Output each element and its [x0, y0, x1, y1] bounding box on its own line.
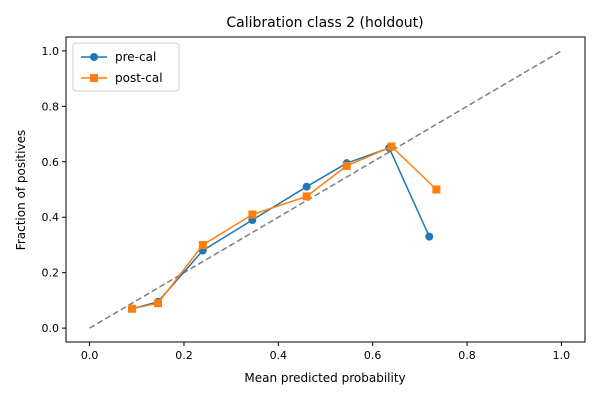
x-tick-label: 1.0	[553, 349, 571, 362]
y-axis-label: Fraction of positives	[14, 130, 28, 250]
y-tick-label: 0.2	[42, 267, 60, 280]
y-tick-label: 0.0	[42, 322, 60, 335]
x-tick-label: 0.8	[458, 349, 476, 362]
legend-box	[72, 42, 180, 92]
x-tick-label: 0.2	[175, 349, 193, 362]
data-point-post-cal	[387, 142, 396, 151]
legend-label-post-cal: post-cal	[115, 71, 163, 85]
data-point-post-cal	[302, 192, 311, 201]
x-tick-label: 0.4	[270, 349, 288, 362]
legend-marker-post-cal	[90, 74, 98, 82]
y-tick-label: 0.8	[42, 100, 60, 113]
legend-marker-pre-cal	[90, 53, 98, 61]
y-tick-label: 0.6	[42, 156, 60, 169]
y-tick-label: 0.4	[42, 211, 60, 224]
chart-title: Calibration class 2 (holdout)	[226, 15, 423, 31]
data-point-post-cal	[248, 210, 257, 219]
x-tick-label: 0.6	[364, 349, 382, 362]
data-point-post-cal	[432, 185, 441, 194]
series-line-post-cal	[131, 145, 437, 310]
plot-area: 0.0 0.2 0.4 0.6 0.8 1.0 0.0 0.2 0.4 0.6 0.8 1.0 pre-…	[42, 36, 586, 362]
x-axis-label: Mean predicted probability	[244, 371, 405, 385]
data-point-pre-cal	[425, 232, 434, 241]
reference-diagonal-line	[89, 50, 562, 329]
plot-frame	[65, 36, 586, 343]
data-point-post-cal	[198, 240, 207, 249]
series-line-pre-cal	[131, 146, 430, 310]
x-tick-label: 0.0	[81, 349, 99, 362]
legend-label-pre-cal: pre-cal	[115, 50, 156, 64]
data-point-post-cal	[128, 304, 137, 313]
data-point-post-cal	[154, 299, 163, 308]
data-point-post-cal	[342, 161, 351, 170]
y-tick-label: 1.0	[42, 45, 60, 58]
data-point-pre-cal	[302, 182, 311, 191]
